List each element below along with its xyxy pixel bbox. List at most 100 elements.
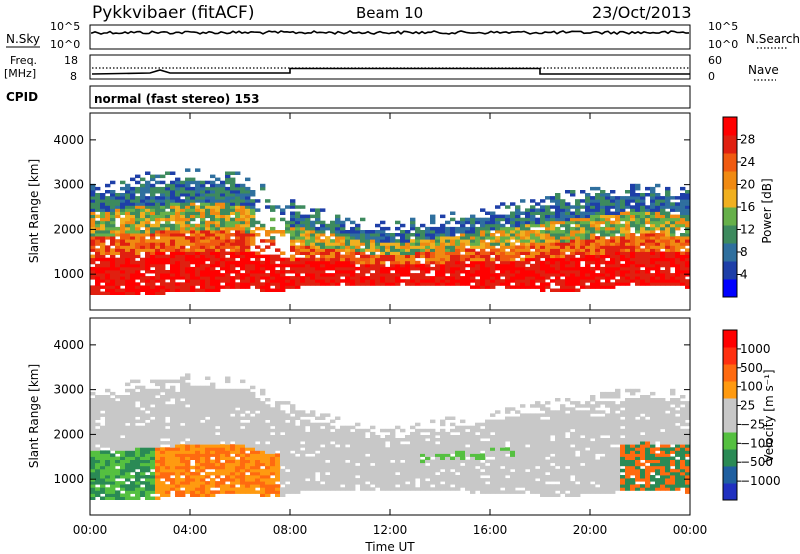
- power-cell: [195, 251, 201, 255]
- velocity-cell: [270, 456, 276, 460]
- power-cell: [210, 220, 216, 225]
- velocity-cell: [265, 493, 271, 497]
- power-ylabel: Slant Range [km]: [27, 159, 41, 263]
- power-cell: [130, 291, 136, 295]
- velocity-cell: [380, 481, 386, 485]
- power-cell: [225, 208, 231, 212]
- power-cell: [490, 263, 496, 268]
- velocity-cell: [190, 441, 196, 445]
- power-cell: [130, 177, 136, 182]
- power-cell: [315, 217, 321, 222]
- velocity-cell: [320, 413, 326, 417]
- velocity-cell: [225, 431, 231, 436]
- power-cell: [480, 208, 486, 212]
- power-cell: [510, 233, 516, 237]
- velocity-cell: [320, 487, 326, 491]
- velocity-cell: [90, 481, 96, 485]
- velocity-cell: [250, 465, 256, 470]
- velocity-cell: [155, 407, 161, 411]
- power-cell: [475, 270, 481, 274]
- power-cell: [130, 214, 136, 219]
- power-cell: [680, 223, 686, 228]
- power-cell: [650, 263, 656, 268]
- velocity-cell: [235, 478, 241, 482]
- power-cell: [550, 270, 556, 274]
- power-cell: [210, 190, 216, 194]
- power-cell: [195, 199, 201, 203]
- velocity-cell: [185, 388, 191, 393]
- velocity-cell: [325, 475, 331, 479]
- velocity-cell: [170, 435, 176, 439]
- power-cell: [385, 236, 391, 240]
- velocity-cell: [220, 468, 226, 473]
- power-cell: [515, 214, 521, 219]
- velocity-cell: [395, 465, 401, 470]
- power-cell: [565, 233, 571, 237]
- velocity-cell: [265, 459, 271, 464]
- velocity-cell: [170, 481, 176, 485]
- power-cell: [125, 245, 131, 249]
- power-cell: [650, 254, 656, 259]
- velocity-cell: [150, 471, 156, 476]
- velocity-cell: [140, 413, 146, 417]
- power-cell: [420, 276, 426, 280]
- power-cell: [535, 257, 541, 262]
- power-cell: [635, 226, 641, 231]
- velocity-cell: [215, 388, 221, 393]
- power-cell: [370, 242, 376, 246]
- power-cell: [100, 285, 106, 289]
- power-cell: [190, 248, 196, 252]
- power-cell: [305, 273, 311, 277]
- power-cell: [385, 226, 391, 231]
- power-cell: [245, 239, 251, 243]
- power-cell: [350, 273, 356, 277]
- velocity-cell: [125, 462, 131, 467]
- power-cell: [315, 248, 321, 252]
- power-cell: [240, 276, 246, 280]
- power-cell: [530, 214, 536, 219]
- power-cell: [515, 245, 521, 249]
- power-cell: [395, 257, 401, 262]
- power-cell: [245, 196, 251, 200]
- velocity-cell: [175, 410, 181, 414]
- power-cell: [135, 205, 141, 209]
- velocity-cell: [215, 459, 221, 464]
- power-cell: [135, 288, 141, 292]
- power-cell: [565, 214, 571, 219]
- power-cell: [380, 263, 386, 268]
- power-cell: [290, 233, 296, 237]
- power-cell: [590, 273, 596, 277]
- power-cell: [625, 236, 631, 240]
- power-cell: [135, 230, 141, 234]
- power-cell: [590, 233, 596, 237]
- power-cell: [345, 239, 351, 243]
- power-cell: [530, 285, 536, 289]
- velocity-cell: [145, 401, 151, 405]
- power-cell: [205, 233, 211, 237]
- power-cell: [270, 208, 276, 212]
- power-cell: [640, 220, 646, 225]
- power-cell: [435, 273, 441, 277]
- velocity-cell: [185, 401, 191, 405]
- velocity-cell: [265, 398, 271, 402]
- power-cell: [230, 217, 236, 222]
- power-cell: [420, 230, 426, 234]
- velocity-cell: [255, 456, 261, 460]
- power-cell: [150, 174, 156, 179]
- velocity-cell: [220, 395, 226, 399]
- velocity-cell: [100, 465, 106, 470]
- velocity-cell: [105, 453, 111, 457]
- power-cell: [270, 282, 276, 286]
- power-cell: [120, 291, 126, 295]
- power-cell: [130, 230, 136, 234]
- power-cell: [215, 288, 221, 292]
- power-cell: [180, 282, 186, 286]
- velocity-cell: [190, 407, 196, 411]
- velocity-cell: [400, 465, 406, 470]
- power-cell: [145, 196, 151, 200]
- power-cell: [470, 223, 476, 228]
- velocity-cell: [380, 444, 386, 448]
- power-cell: [635, 183, 641, 188]
- power-cell: [555, 202, 561, 206]
- velocity-cell: [350, 447, 356, 451]
